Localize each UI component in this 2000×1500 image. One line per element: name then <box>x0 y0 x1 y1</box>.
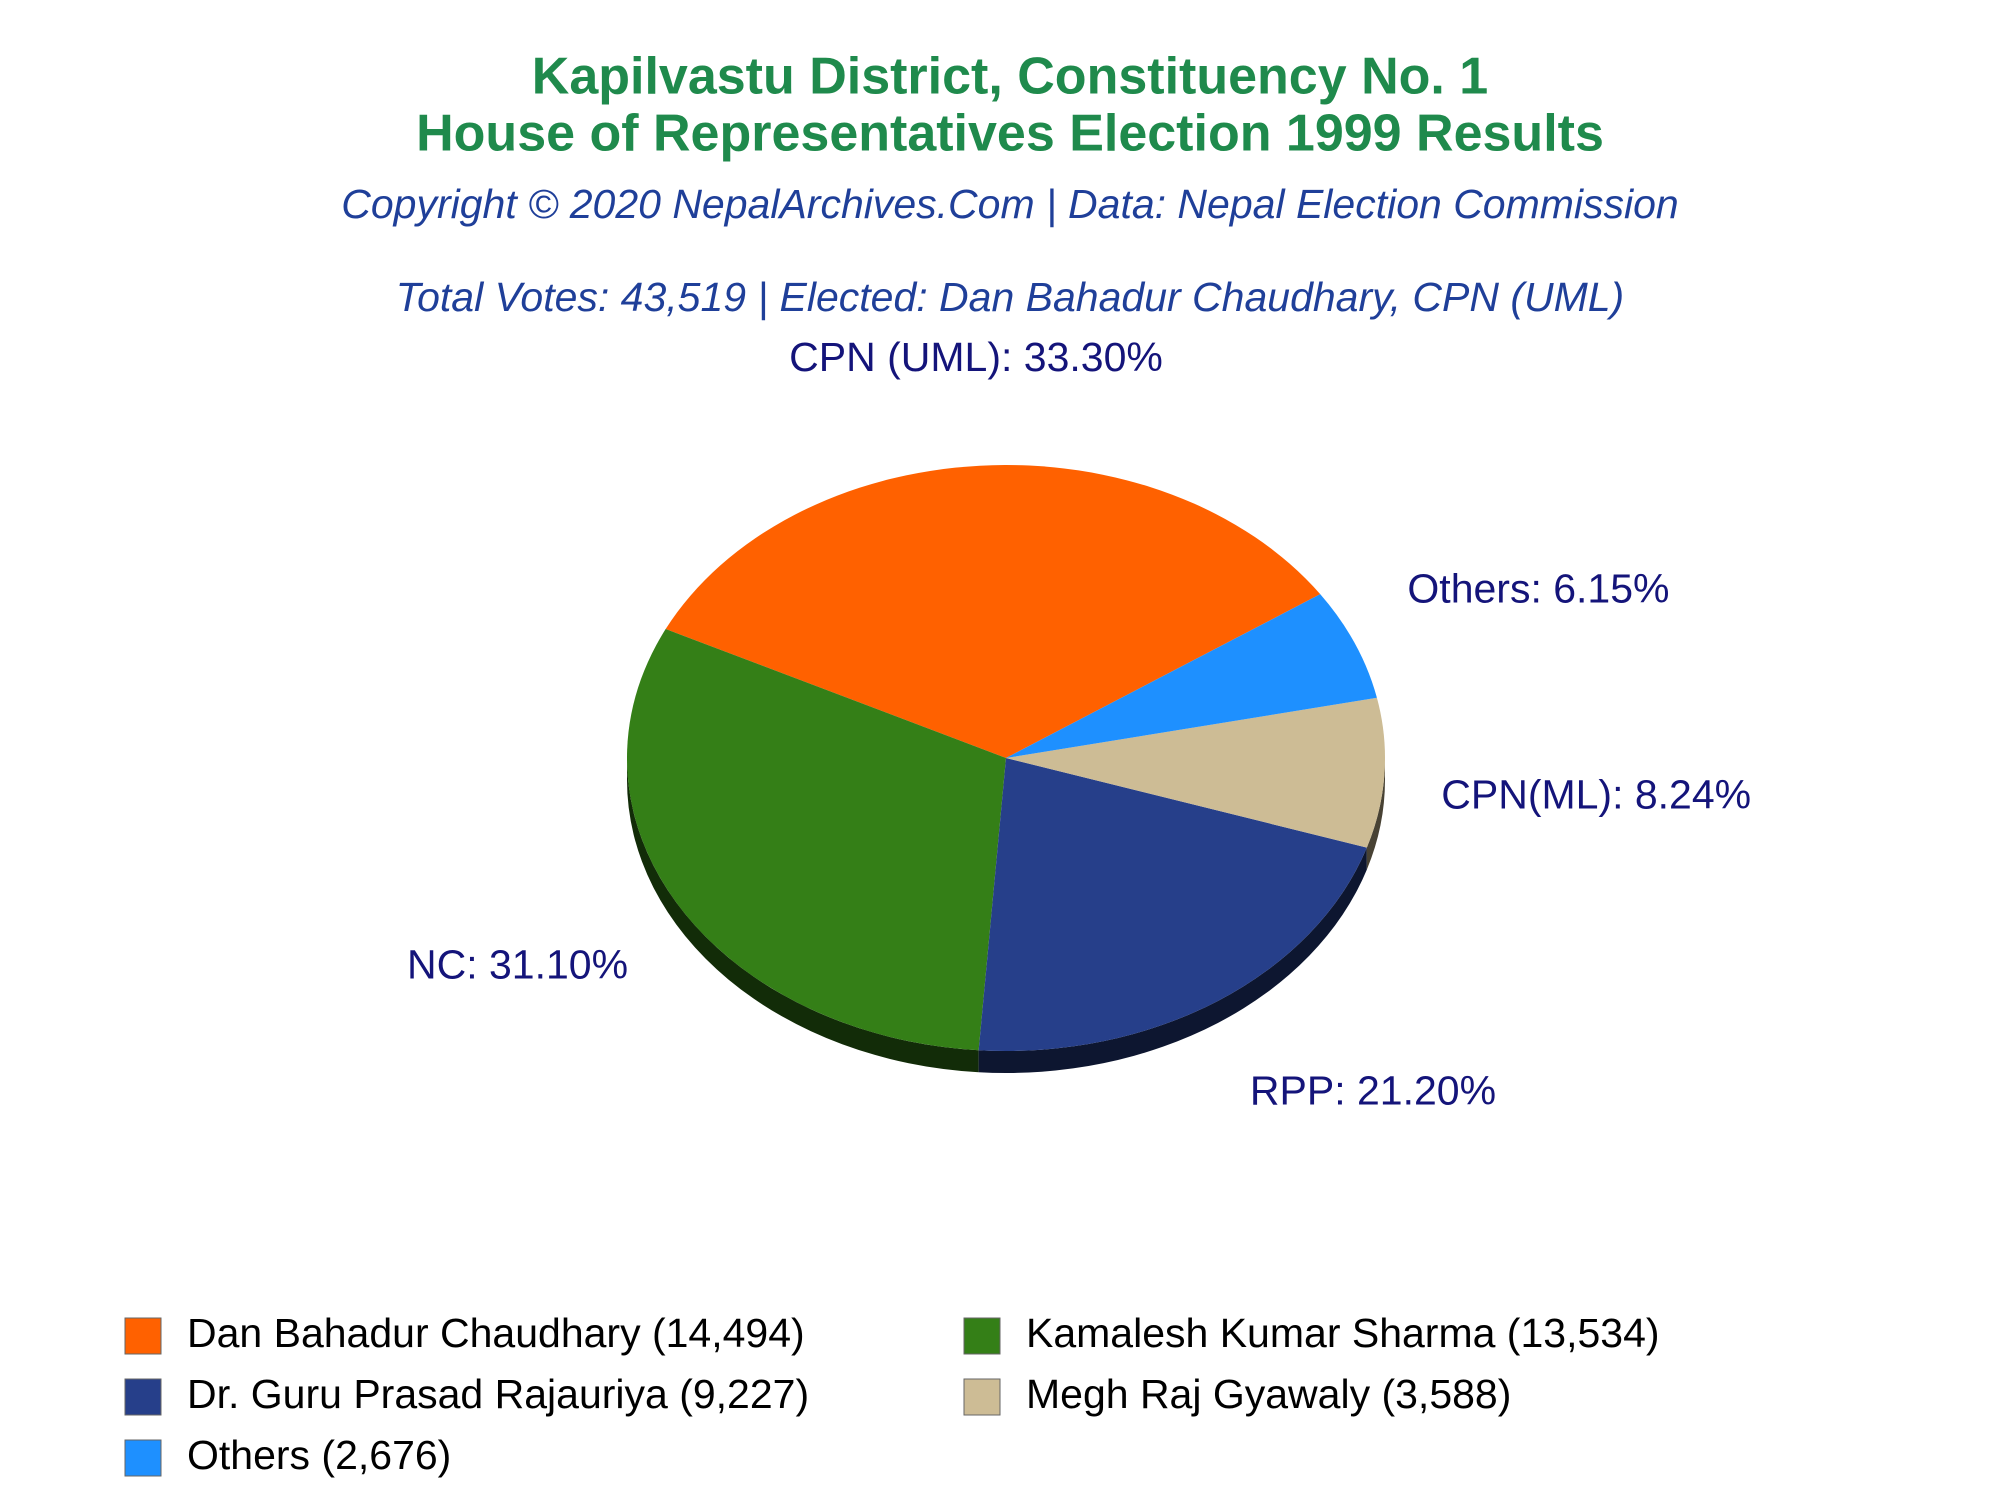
legend-swatch <box>963 1317 1001 1355</box>
legend-swatch <box>963 1378 1001 1416</box>
pie-slice <box>1006 594 1377 758</box>
data-label: NC: 31.10% <box>407 942 628 988</box>
data-label: RPP: 21.20% <box>1250 1068 1496 1114</box>
legend: Dan Bahadur Chaudhary (14,494) Kamalesh K… <box>124 1310 1660 1478</box>
pie-side <box>627 758 979 1073</box>
chart-subtitle: Copyright © 2020 NepalArchives.Com | Dat… <box>341 181 1679 227</box>
data-label: Others: 6.15% <box>1407 565 1669 611</box>
legend-swatch <box>124 1317 162 1355</box>
legend-swatch <box>124 1439 162 1477</box>
pie-slice <box>978 758 1367 1051</box>
pie-slice <box>1006 697 1385 848</box>
legend-label: Kamalesh Kumar Sharma (13,534) <box>1026 1310 1660 1356</box>
chart-title: Kapilvastu District, Constituency No. 1 <box>532 48 1488 106</box>
pie-side <box>978 847 1367 1073</box>
pie-slice <box>627 629 1006 1051</box>
legend-swatch <box>124 1378 162 1416</box>
data-label: CPN (UML): 33.30% <box>789 334 1163 380</box>
legend-label: Dr. Guru Prasad Rajauriya (9,227) <box>187 1371 809 1417</box>
data-label: CPN(ML): 8.24% <box>1441 772 1751 818</box>
pie-side <box>1366 758 1385 870</box>
legend-label: Dan Bahadur Chaudhary (14,494) <box>187 1310 805 1356</box>
annotation: Total Votes: 43,519 | Elected: Dan Bahad… <box>396 274 1624 320</box>
legend-label: Others (2,676) <box>187 1432 451 1478</box>
pie: CPN (UML): 33.30% NC: 31.10% RPP: 21.20% CP… <box>407 334 1751 1114</box>
chart-title: House of Representatives Election 1999 R… <box>416 105 1604 163</box>
pie-slice <box>665 464 1321 758</box>
legend-label: Megh Raj Gyawaly (3,588) <box>1026 1371 1511 1417</box>
